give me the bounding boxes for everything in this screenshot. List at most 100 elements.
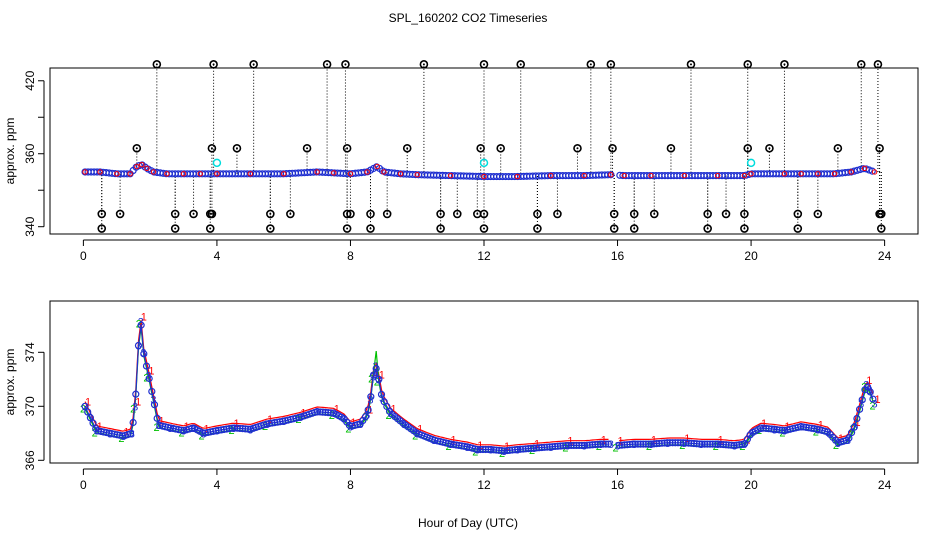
outlier-marker-center	[536, 212, 539, 215]
data-point	[527, 444, 535, 452]
data-point	[313, 408, 322, 416]
data-point	[855, 405, 864, 413]
series-label-1: 1	[135, 397, 141, 409]
outlier-marker-center	[346, 227, 349, 230]
outlier-marker-center	[174, 212, 177, 215]
outlier-marker	[132, 143, 142, 153]
data-point	[655, 439, 663, 448]
outlier-marker-center	[269, 227, 272, 230]
raw-point	[514, 173, 521, 180]
series-label-3: 3	[825, 427, 831, 439]
outlier-marker-center	[878, 147, 881, 150]
data-point	[228, 424, 236, 432]
outlier-marker	[366, 224, 375, 233]
bottom-y-axis: 366 370 374	[23, 342, 45, 470]
series-label-3: 3	[798, 422, 804, 434]
outlier-marker	[703, 209, 712, 219]
outlier-marker-center	[119, 212, 122, 215]
data-point	[690, 439, 698, 448]
outlier-marker-center	[613, 212, 616, 215]
series-label-2: 2	[130, 403, 136, 415]
x-axis-label: Hour of Day (UTC)	[418, 516, 518, 530]
outlier-marker	[856, 60, 866, 69]
outlier-marker	[649, 209, 659, 219]
series-label-3: 3	[464, 442, 470, 454]
series-label-1: 1	[477, 440, 483, 452]
outlier-marker-center	[483, 212, 485, 215]
data-point	[701, 440, 709, 448]
series-label-3: 3	[581, 440, 587, 452]
series-label-3: 3	[648, 439, 654, 451]
data-point	[570, 441, 578, 450]
data-point	[623, 441, 631, 449]
outlier-marker-center	[499, 147, 502, 150]
outlier-marker-center	[880, 227, 883, 230]
outlier-marker-center	[746, 63, 749, 66]
data-point	[562, 441, 570, 450]
series-label-1: 1	[818, 420, 824, 432]
x-tick-label: 16	[611, 249, 625, 263]
series-line-1	[619, 381, 874, 442]
series-label-3: 3	[190, 423, 196, 435]
top-data-marks	[81, 60, 886, 233]
data-point	[375, 375, 383, 383]
x-tick-label: 4	[214, 249, 221, 263]
series-label-3: 3	[167, 423, 173, 435]
outlier-marker	[703, 224, 712, 233]
series-label-2: 2	[412, 430, 418, 442]
outlier-marker	[189, 209, 198, 219]
series-label-3: 3	[367, 395, 373, 407]
raw-point	[134, 163, 140, 170]
data-point	[543, 443, 551, 451]
outlier-marker-center	[210, 212, 213, 215]
series-label-1: 1	[234, 418, 240, 430]
x-tick-label: 20	[744, 478, 758, 492]
data-point	[540, 443, 549, 451]
outlier-marker-center	[456, 212, 459, 215]
series-label-1: 1	[617, 436, 623, 448]
outlier-marker	[209, 60, 218, 69]
raw-point	[150, 169, 157, 175]
x-tick-label: 12	[477, 478, 491, 492]
outlier-marker	[740, 209, 749, 219]
outlier-marker-center	[155, 63, 158, 66]
raw-point	[648, 172, 654, 179]
data-point	[677, 439, 685, 447]
data-point	[84, 408, 92, 416]
outlier-marker	[342, 143, 352, 153]
x-tick-label: 8	[347, 478, 354, 492]
outlier-marker-center	[209, 212, 212, 215]
data-point	[631, 440, 639, 448]
series-label-1: 1	[567, 436, 573, 448]
data-point	[594, 440, 602, 448]
bottom-x-axis: 0 4 8 12 16 20 24	[80, 468, 892, 492]
outlier-marker	[496, 143, 505, 153]
outlier-marker	[170, 209, 180, 219]
series-label-3: 3	[140, 347, 146, 359]
data-point	[514, 445, 522, 454]
data-point	[588, 441, 597, 449]
outlier-marker	[170, 224, 180, 233]
outlier-marker	[686, 60, 696, 69]
data-point	[476, 445, 484, 454]
raw-point	[871, 169, 878, 175]
data-point	[607, 171, 615, 179]
series-label-1: 1	[367, 405, 373, 417]
series-label-1: 1	[684, 433, 690, 445]
outlier-marker-center	[269, 212, 272, 215]
series-label-2: 2	[612, 442, 618, 454]
raw-point	[781, 171, 788, 177]
y-tick-label: 420	[23, 70, 37, 90]
series-label-3: 3	[401, 419, 407, 431]
data-point	[765, 425, 773, 433]
series-label-1: 1	[158, 415, 164, 427]
outlier-marker	[342, 224, 352, 233]
outlier-marker	[266, 209, 275, 219]
series-label-3: 3	[431, 435, 437, 447]
data-point	[572, 441, 581, 450]
outlier-marker-center	[235, 147, 238, 150]
y-tick-label: 360	[23, 143, 37, 163]
data-point	[506, 446, 514, 454]
outlier-marker	[743, 143, 753, 153]
